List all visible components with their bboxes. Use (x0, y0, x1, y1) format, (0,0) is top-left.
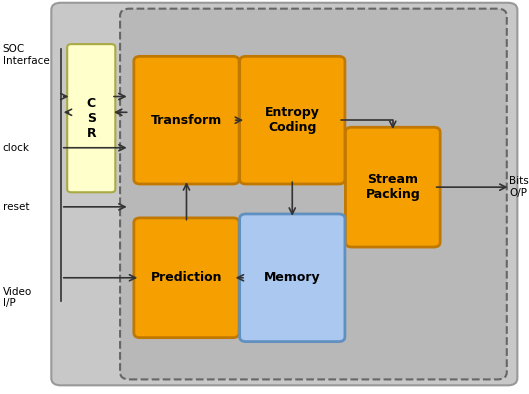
FancyBboxPatch shape (134, 56, 239, 184)
Text: clock: clock (3, 143, 30, 153)
Text: C
S
R: C S R (86, 97, 96, 140)
Text: reset: reset (3, 202, 29, 212)
Text: Bitstream
O/P: Bitstream O/P (509, 177, 529, 198)
Text: Memory: Memory (264, 271, 321, 284)
Text: Entropy
Coding: Entropy Coding (265, 106, 320, 134)
FancyBboxPatch shape (120, 9, 507, 379)
FancyBboxPatch shape (67, 44, 115, 192)
FancyBboxPatch shape (240, 214, 345, 342)
FancyBboxPatch shape (51, 3, 517, 385)
Text: Stream
Packing: Stream Packing (366, 173, 420, 201)
FancyBboxPatch shape (134, 218, 239, 338)
Text: Video
I/P: Video I/P (3, 287, 32, 308)
Text: Transform: Transform (151, 114, 222, 126)
Text: Prediction: Prediction (151, 271, 222, 284)
Text: SOC
Interface: SOC Interface (3, 45, 49, 66)
FancyBboxPatch shape (240, 56, 345, 184)
FancyBboxPatch shape (345, 127, 440, 247)
